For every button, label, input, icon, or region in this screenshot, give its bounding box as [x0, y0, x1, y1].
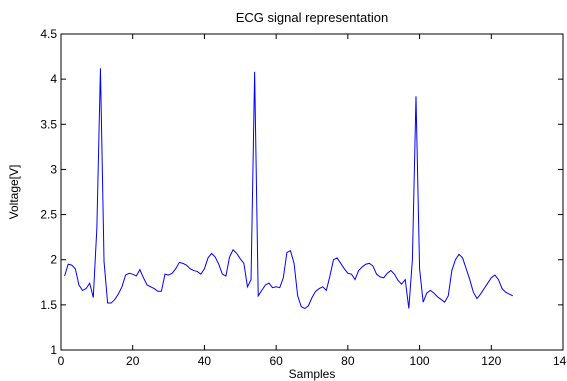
x-tick-label: 40 [198, 354, 212, 368]
x-axis-label: Samples [289, 367, 336, 381]
x-tick-label: 0 [58, 354, 65, 368]
axis-ticks: 0 20 40 60 80 100 120 140 1 1.5 2 2.5 3 3.5 4 4.5 [40, 27, 567, 368]
x-tick-label: 20 [126, 354, 140, 368]
x-tick-label: 140 [553, 354, 567, 368]
y-tick-label: 4.5 [40, 27, 57, 41]
x-tick-label: 120 [481, 354, 501, 368]
y-tick-label: 1 [50, 343, 57, 357]
y-axis-label: Voltage[V] [7, 165, 21, 220]
y-tick-label: 4 [50, 72, 57, 86]
y-tick-label: 3 [50, 162, 57, 176]
ecg-series-line [64, 68, 514, 310]
plot-area [60, 33, 564, 351]
x-tick-label: 100 [410, 354, 430, 368]
y-tick-label: 3.5 [40, 117, 57, 131]
y-tick-label: 2 [50, 253, 57, 267]
chart-title: ECG signal representation [236, 10, 388, 25]
y-tick-label: 1.5 [40, 298, 57, 312]
y-tick-label: 2.5 [40, 208, 57, 222]
x-tick-label: 80 [341, 354, 355, 368]
x-tick-label: 60 [269, 354, 283, 368]
